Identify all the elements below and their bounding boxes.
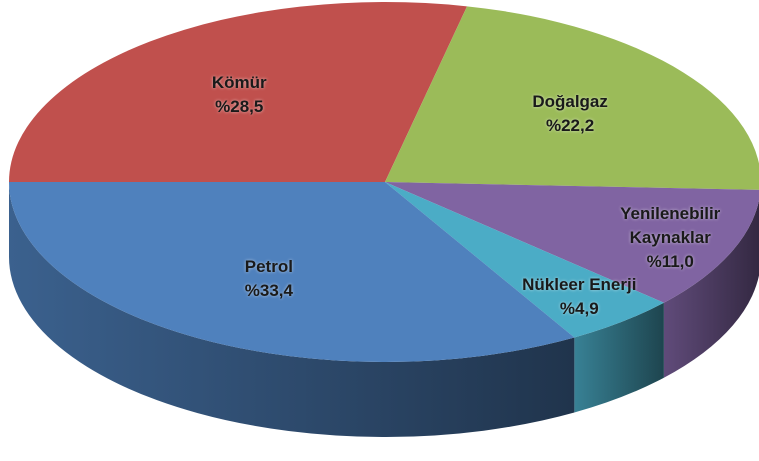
category-label: Petrol [244, 256, 293, 276]
category-label: Nükleer Enerji [522, 274, 637, 294]
value-label: %22,2 [545, 116, 595, 136]
value-label: %33,4 [244, 280, 293, 300]
pie-slice [385, 182, 664, 338]
value-label: %28,5 [215, 96, 264, 116]
category-label: Doğalgaz [532, 92, 608, 112]
category-label: Yenilenebilir Kaynaklar [620, 204, 721, 248]
pie-slice [385, 182, 759, 303]
slice-label: Petrol %33,4 [199, 255, 339, 303]
pie-side [9, 182, 575, 438]
pie-slice [9, 182, 575, 362]
pie-side [663, 200, 759, 378]
slice-label: Doğalgaz %22,2 [500, 90, 640, 138]
slice-label: Yenilenebilir Kaynaklar %11,0 [600, 202, 740, 274]
pie-slice [9, 1, 468, 182]
category-label: Kömür [211, 72, 267, 92]
slice-label: Nükleer Enerji %4,9 [509, 273, 649, 321]
pie-side [574, 302, 664, 413]
pie-slice [385, 6, 759, 190]
slice-label: Kömür %28,5 [169, 71, 309, 119]
value-label: %4,9 [559, 298, 599, 318]
value-label: %11,0 [646, 252, 694, 272]
